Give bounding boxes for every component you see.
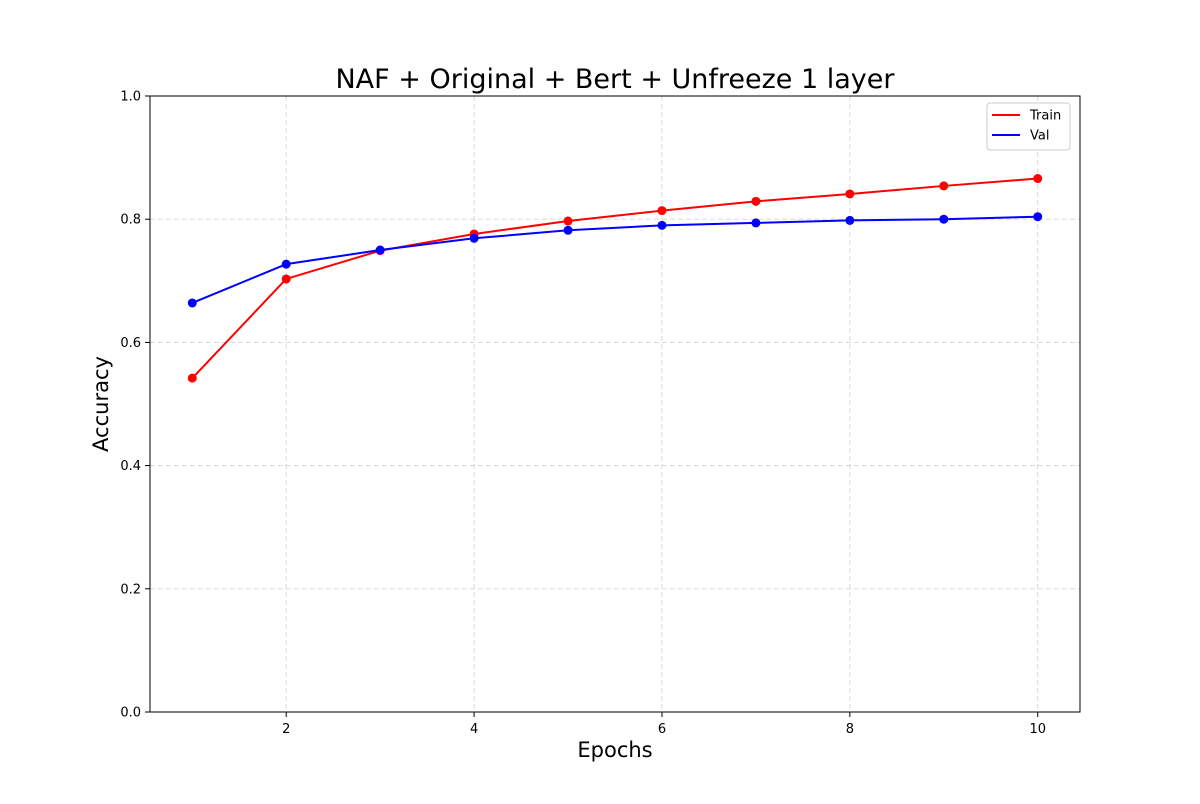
grid-layer [150,95,1080,713]
data-point-val [281,259,291,269]
data-point-val [563,225,573,235]
data-point-train [939,181,949,191]
series-line-train [191,177,1039,380]
y-tick-label: 1.0 [120,90,141,105]
data-point-val [375,245,385,255]
y-tick-label: 0.0 [120,706,141,721]
series-line-val [191,215,1039,304]
legend: Train Val [986,102,1071,151]
data-point-val [187,298,197,308]
legend-label-train: Train [1029,109,1061,124]
x-axis-label: Epochs [577,738,652,762]
data-point-train [751,196,761,206]
legend-items: Train Val [992,109,1061,144]
data-point-train [281,274,291,284]
y-axis-label: Accuracy [89,356,113,452]
data-point-train [845,189,855,199]
y-tick-label: 0.6 [120,336,141,351]
x-tick-label: 4 [470,722,478,737]
tick-layer: 2 4 6 8 10 0.0 0.2 0.4 0.6 0.8 1.0 [120,90,1046,738]
data-point-train [187,373,197,383]
legend-label-val: Val [1030,129,1049,144]
data-point-train [1033,174,1043,184]
data-point-val [939,214,949,224]
data-point-val [469,233,479,243]
x-tick-label: 10 [1029,722,1046,737]
axes-frame [149,95,1081,713]
x-tick-label: 8 [846,722,854,737]
data-point-val [657,220,667,230]
chart-title: NAF + Original + Bert + Unfreeze 1 layer [335,64,895,95]
data-point-train [563,216,573,226]
data-point-val [845,215,855,225]
data-point-train [657,206,667,216]
data-point-val [751,218,761,228]
data-point-val [1033,212,1043,222]
y-tick-label: 0.8 [120,213,141,228]
x-tick-label: 2 [282,722,290,737]
y-tick-label: 0.2 [120,582,141,597]
y-tick-label: 0.4 [120,459,141,474]
series-layer [187,174,1043,383]
x-tick-label: 6 [658,722,666,737]
